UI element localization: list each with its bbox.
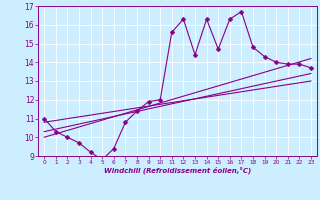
X-axis label: Windchill (Refroidissement éolien,°C): Windchill (Refroidissement éolien,°C) xyxy=(104,167,251,174)
